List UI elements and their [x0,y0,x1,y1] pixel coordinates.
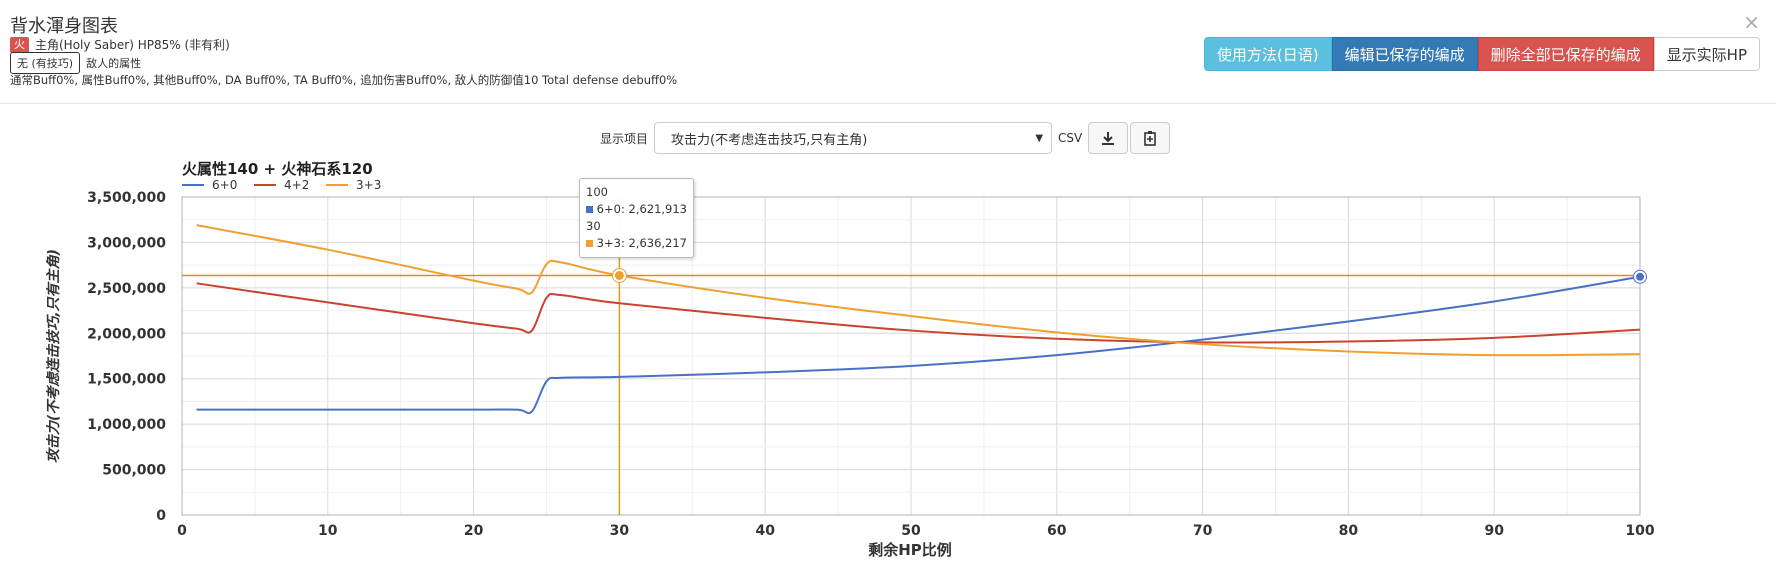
x-tick-label: 40 [755,523,775,539]
y-tick-label: 3,000,000 [87,235,166,251]
chart-controls: 显示项目 攻击力(不考虑连击技巧,只有主角) ▼ CSV [600,122,1171,154]
x-tick-label: 70 [1193,523,1213,539]
tooltip-x2: 30 [586,219,601,233]
plot-area-border [181,196,1641,516]
x-tick-label: 10 [318,523,338,539]
y-axis-title: 攻击力(不考虑连击技巧,只有主角) [45,249,62,463]
y-tick-label: 2,500,000 [87,281,166,297]
hover-point [612,268,626,282]
x-tick-label: 60 [1047,523,1067,539]
enemy-info: 无 (有技巧) 敌人的属性 [10,52,141,74]
x-tick-label: 50 [901,523,921,539]
x-tick-label: 0 [177,523,187,539]
edit-saved-button[interactable]: 编辑已保存的编成 [1331,37,1478,71]
legend-label: 4+2 [284,178,309,192]
clipboard-icon[interactable] [1130,122,1171,154]
element-badge: 火 [10,36,29,53]
y-tick-label: 3,500,000 [87,190,166,206]
series-line-4+2 [196,282,1641,344]
character-text: 主角(Holy Saber) HP85% (非有利) [35,38,230,52]
hover-point-ring [611,267,627,283]
tooltip-series1: 6+0: 2,621,913 [596,202,687,216]
character-info: 火 主角(Holy Saber) HP85% (非有利) [10,36,230,53]
legend-label: 3+3 [356,178,381,192]
close-icon[interactable]: × [1743,10,1760,34]
download-icon[interactable] [1088,122,1129,154]
line-chart: 0 500,000 1,000,000 1,500,000 2,000,000 2,500… [45,160,1655,559]
hover-point [1634,270,1646,283]
y-tick-label: 0 [156,508,166,524]
display-item-select[interactable]: 攻击力(不考虑连击技巧,只有主角) ▼ [654,122,1053,154]
chart-tooltip: 100 6+0: 2,621,913 30 3+3: 2,636,217 [579,178,694,258]
display-item-label: 显示项目 [600,131,649,146]
y-tick-label: 500,000 [102,463,166,479]
legend-label: 6+0 [212,178,237,192]
chart-title: 火属性140 + 火神石系120 [182,160,373,178]
hover-point-ring [1633,269,1647,284]
buff-summary: 通常Buff0%, 属性Buff0%, 其他Buff0%, DA Buff0%,… [10,73,678,87]
usage-button[interactable]: 使用方法(日语) [1203,37,1332,71]
modal-title: 背水渾身图表 [10,16,118,37]
x-tick-label: 100 [1625,523,1654,539]
series-line-6+0 [196,275,1641,415]
enemy-attr-label: 敌人的属性 [86,57,142,70]
y-tick-label: 1,500,000 [87,372,166,388]
delete-all-button[interactable]: 删除全部已保存的编成 [1477,37,1654,71]
show-hp-button[interactable]: 显示实际HP [1653,37,1760,71]
tooltip-series2: 3+3: 2,636,217 [596,236,687,250]
series-line-3+3 [196,224,1641,357]
action-buttons: 使用方法(日语) 编辑已保存的编成 删除全部已保存的编成 显示实际HP [1203,37,1760,71]
tooltip-x1: 100 [586,185,608,199]
enemy-attr-box: 无 (有技巧) [10,52,81,74]
tooltip-series-marker [586,206,593,213]
y-tick-label: 2,000,000 [87,326,166,342]
chevron-down-icon: ▼ [1035,132,1044,144]
x-axis-title: 剩余HP比例 [868,541,952,559]
header-divider [0,103,1776,104]
tooltip-series-marker [586,240,593,247]
x-tick-label: 80 [1339,523,1359,539]
x-tick-label: 20 [464,523,484,539]
csv-label: CSV [1058,131,1083,145]
x-tick-label: 90 [1484,523,1504,539]
select-value: 攻击力(不考虑连击技巧,只有主角) [671,132,868,148]
x-tick-label: 30 [610,523,630,539]
y-tick-label: 1,000,000 [87,417,166,433]
